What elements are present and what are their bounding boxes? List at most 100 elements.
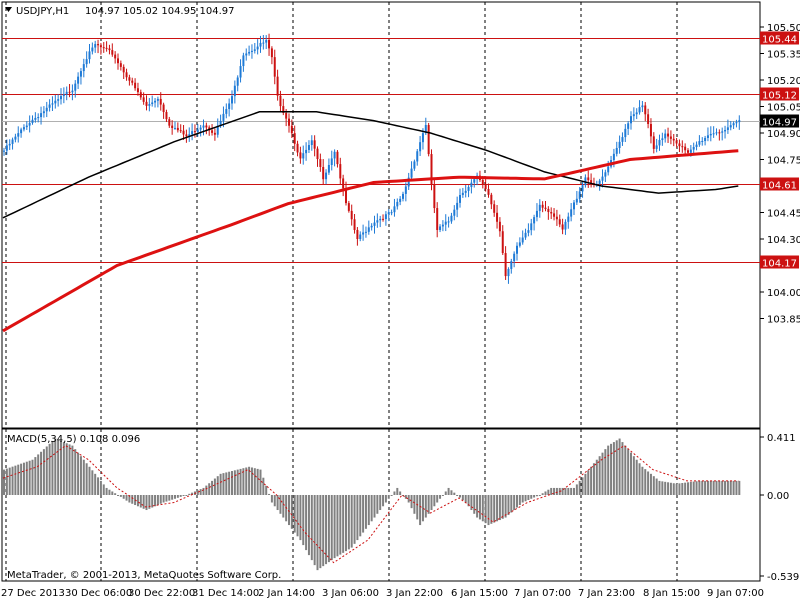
candle-bull	[91, 47, 94, 52]
macd-histogram-bar	[638, 463, 641, 495]
candle-bull	[709, 133, 712, 136]
candle-bear	[119, 63, 122, 67]
candle-bull	[459, 195, 461, 203]
candle-bull	[726, 127, 729, 130]
macd-histogram-bar	[265, 485, 268, 495]
macd-histogram-bar	[632, 456, 635, 495]
level-price-label: 105.12	[762, 91, 797, 102]
candle-bull	[732, 123, 735, 126]
macd-histogram-bar	[649, 473, 652, 495]
macd-histogram-bar	[176, 495, 179, 498]
macd-histogram-bar	[456, 495, 459, 496]
macd-frame	[1, 428, 761, 582]
vertical-grid	[5, 2, 678, 581]
candle-bull	[199, 127, 202, 130]
time-tick-label: 7 Jan 07:00	[514, 588, 571, 599]
candle-bull	[373, 222, 376, 226]
macd-histogram-bar	[85, 463, 88, 495]
macd-histogram-bar	[8, 467, 11, 495]
candle-bear	[293, 133, 296, 144]
candle-bull	[379, 218, 382, 221]
price-tick-label: 104.90	[767, 129, 800, 140]
time-tick-label: 9 Jan 07:00	[707, 588, 764, 599]
macd-histogram-bar	[356, 495, 359, 541]
candle-bull	[82, 64, 85, 72]
macd-histogram-bar	[573, 487, 575, 495]
candle-bull	[302, 153, 305, 159]
candle-bull	[37, 117, 40, 119]
macd-histogram-bar	[667, 482, 670, 495]
macd-histogram-bar	[672, 483, 675, 495]
candle-bear	[171, 125, 174, 128]
candle-bull	[22, 127, 25, 130]
macd-histogram-bar	[516, 495, 518, 508]
macd-histogram-bar	[658, 480, 661, 495]
candle-bull	[729, 125, 732, 128]
macd-histogram-bar	[37, 454, 40, 495]
candle-bull	[658, 140, 661, 146]
macd-histogram-bar	[675, 483, 678, 495]
candle-bear	[484, 184, 487, 189]
macd-histogram-bar	[404, 495, 407, 499]
candlestick-series[interactable]	[3, 33, 741, 284]
macd-histogram-bar	[139, 495, 142, 508]
macd-histogram-bar	[219, 473, 222, 495]
candle-bear	[316, 148, 319, 160]
candle-bear	[672, 138, 675, 141]
candle-bear	[296, 143, 299, 153]
macd-histogram-bar	[154, 495, 157, 507]
candle-bull	[507, 269, 510, 277]
candle-bull	[444, 221, 447, 225]
macd-histogram-bar	[296, 495, 299, 537]
macd-histogram-bar	[664, 481, 667, 495]
candle-bear	[99, 45, 102, 48]
macd-histogram-bar	[587, 470, 590, 495]
candle-bear	[678, 143, 681, 147]
level-price-label: 105.44	[762, 35, 797, 46]
macd-histogram-bar	[393, 491, 396, 495]
candle-bear	[430, 154, 433, 185]
candle-bull	[704, 137, 707, 142]
macd-histogram-bar	[316, 495, 319, 571]
candle-bull	[14, 136, 17, 140]
candle-bull	[239, 66, 242, 78]
ma-slow-line	[2, 111, 739, 219]
candle-bull	[470, 182, 473, 188]
macd-histogram-bar	[524, 495, 527, 502]
candle-bull	[48, 104, 51, 108]
macd-histogram-bar	[185, 495, 188, 496]
triangle-down-icon[interactable]	[5, 7, 12, 12]
macd-histogram-bar	[575, 484, 578, 495]
macd-histogram-bar	[94, 473, 97, 495]
candle-bull	[362, 232, 365, 235]
macd-histogram-bar	[630, 452, 632, 495]
candle-bull	[618, 141, 621, 148]
candle-bull	[404, 186, 407, 194]
candle-bear	[436, 208, 439, 230]
macd-histogram-bar	[34, 457, 37, 495]
candle-bull	[305, 149, 308, 154]
candle-bull	[216, 125, 219, 135]
candle-bear	[487, 188, 490, 195]
candle-bear	[501, 231, 504, 254]
candle-bear	[322, 166, 325, 180]
candle-bull	[410, 168, 413, 178]
macd-histogram-bar	[464, 495, 467, 503]
candle-bear	[105, 47, 108, 49]
candle-bear	[353, 219, 356, 230]
macd-histogram-bar	[22, 462, 25, 495]
macd-histogram-bar	[476, 495, 479, 518]
candle-bull	[364, 231, 367, 233]
macd-histogram-bar	[253, 468, 256, 495]
macd-histogram-bar	[17, 464, 20, 495]
candle-bear	[162, 104, 165, 113]
candle-bear	[299, 152, 302, 159]
moving-averages	[2, 111, 739, 333]
macd-histogram-bar	[598, 456, 601, 495]
macd-histogram-bar	[441, 495, 444, 496]
candle-bull	[262, 42, 265, 44]
candle-bull	[527, 230, 530, 233]
macd-histogram-bar	[111, 491, 114, 495]
